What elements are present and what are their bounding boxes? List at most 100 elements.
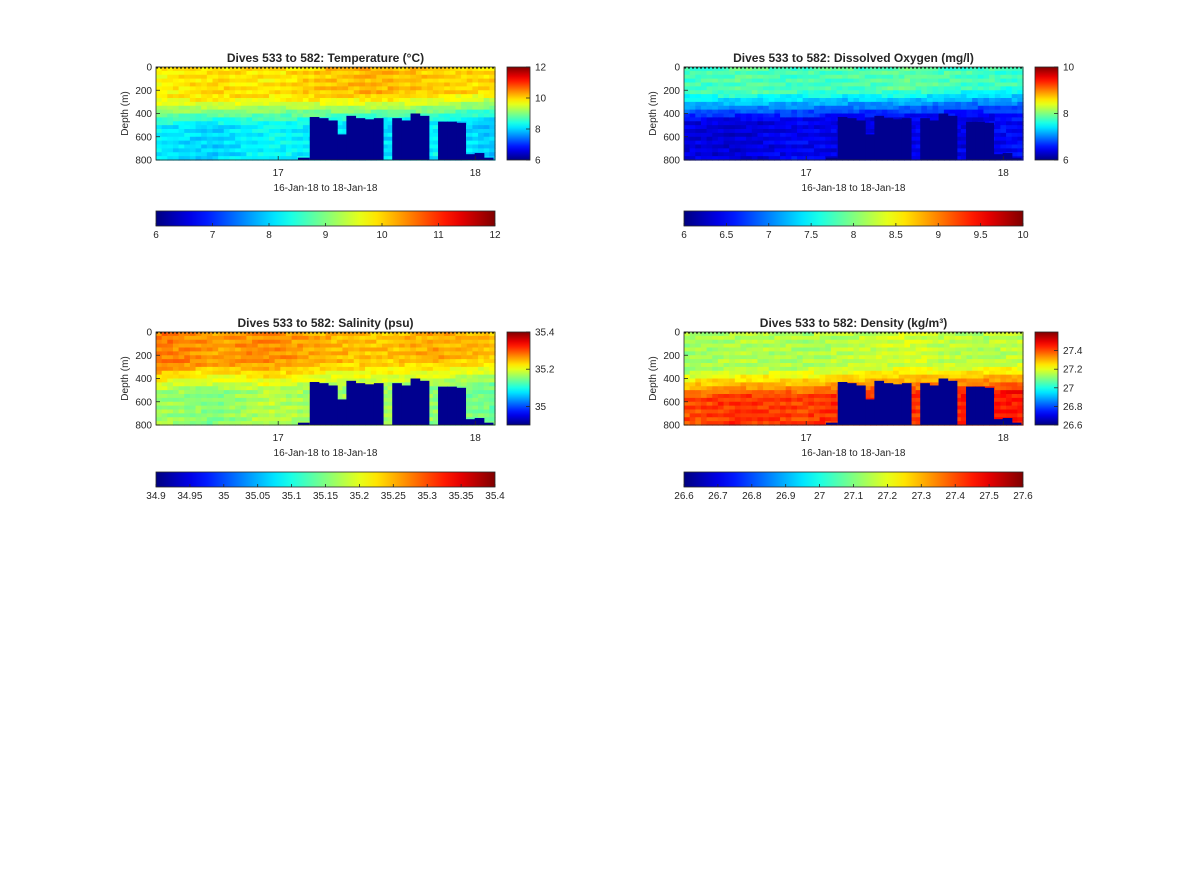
heatmap-cell <box>785 156 792 161</box>
heatmap-cell <box>706 74 713 80</box>
heatmap-cell <box>808 90 815 95</box>
heatmap-cell <box>263 78 270 84</box>
heatmap-cell <box>1011 117 1018 122</box>
heatmap-cell <box>297 90 304 95</box>
heatmap-cell <box>342 78 349 84</box>
heatmap-cell <box>370 94 377 99</box>
heatmap-cell <box>785 405 792 411</box>
heatmap-cell <box>370 90 377 95</box>
heatmap-cell <box>353 109 360 115</box>
heatmap-cell <box>768 394 775 399</box>
heatmap-cell <box>1006 74 1013 80</box>
heatmap-cell <box>184 156 191 161</box>
heatmap-cell <box>695 82 702 87</box>
heatmap-cell <box>325 355 332 360</box>
chart-title: Dives 533 to 582: Temperature (°C) <box>227 51 424 65</box>
heatmap-cell <box>319 351 327 356</box>
heatmap-cell <box>246 401 253 407</box>
heatmap-cell <box>444 105 451 111</box>
heatmap-cell <box>342 370 349 376</box>
heatmap-cell <box>223 109 231 115</box>
heatmap-cell <box>893 109 900 115</box>
heatmap-cell <box>285 109 293 115</box>
heatmap-cell <box>734 105 742 111</box>
heatmap-cell <box>1017 121 1024 126</box>
heatmap-cell <box>201 339 208 345</box>
heatmap-cell <box>461 363 468 368</box>
heatmap-cell <box>291 386 298 391</box>
heatmap-cell <box>223 374 231 380</box>
heatmap-cell <box>1017 152 1024 157</box>
heatmap-cell <box>353 67 360 72</box>
heatmap-cell <box>365 332 372 337</box>
heatmap-cell <box>206 335 214 341</box>
heatmap-cell <box>257 359 264 364</box>
heatmap-cell <box>966 70 973 76</box>
heatmap-cell <box>172 405 180 411</box>
heatmap-cell <box>427 397 434 403</box>
heatmap-cell <box>489 101 496 107</box>
heatmap-cell <box>926 74 934 80</box>
heatmap-cell <box>285 121 293 126</box>
heatmap-cell <box>167 113 174 118</box>
heatmap-cell <box>161 347 168 352</box>
heatmap-cell <box>734 144 742 149</box>
heatmap-cell <box>263 86 270 91</box>
heatmap-cell <box>780 421 787 426</box>
heatmap-cell <box>178 370 185 376</box>
heatmap-cell <box>319 74 327 80</box>
heatmap-cell <box>212 386 219 391</box>
heatmap-cell <box>830 132 838 138</box>
heatmap-cell <box>757 132 764 138</box>
heatmap-cell <box>700 105 708 111</box>
heatmap-cell <box>734 70 742 76</box>
heatmap-cell <box>229 121 236 126</box>
heatmap-cell <box>774 105 781 111</box>
heatmap-cell <box>489 109 496 115</box>
heatmap-cell <box>746 140 753 146</box>
heatmap-cell <box>700 140 708 146</box>
heatmap-cell <box>172 86 180 91</box>
heatmap-cell <box>774 82 781 87</box>
heatmap-cell <box>325 351 332 356</box>
heatmap-cell <box>184 382 191 387</box>
heatmap-cell <box>263 144 270 149</box>
heatmap-cell <box>898 105 905 111</box>
heatmap-cell <box>382 417 389 422</box>
heatmap-cell <box>325 113 332 118</box>
heatmap-cell <box>483 125 490 130</box>
heatmap-cell <box>376 94 383 99</box>
heatmap-cell <box>297 105 304 111</box>
heatmap-cell <box>167 140 174 146</box>
heatmap-cell <box>432 125 440 130</box>
heatmap-cell <box>387 148 394 153</box>
heatmap-cell <box>280 405 287 411</box>
heatmap-cell <box>723 386 730 391</box>
heatmap-cell <box>376 90 383 95</box>
heatmap-cell <box>757 401 764 407</box>
heatmap-cell <box>819 86 826 91</box>
heatmap-cell <box>700 70 708 76</box>
heatmap-cell <box>689 382 696 387</box>
heatmap-cell <box>240 144 247 149</box>
y-tick-label: 200 <box>663 86 680 97</box>
heatmap-cell <box>382 67 389 72</box>
heatmap-cell <box>308 363 315 368</box>
heatmap-cell <box>212 397 219 403</box>
heatmap-cell <box>740 339 747 345</box>
heatmap-cell <box>314 378 321 383</box>
heatmap-cell <box>740 355 747 360</box>
heatmap-cell <box>813 94 821 99</box>
heatmap-cell <box>994 121 1001 126</box>
heatmap-cell <box>167 335 174 341</box>
heatmap-cell <box>734 109 742 115</box>
heatmap-cell <box>263 397 270 403</box>
heatmap-cell <box>729 386 736 391</box>
heatmap-cell <box>218 421 225 426</box>
heatmap-cell <box>353 359 360 364</box>
heatmap-cell <box>398 94 406 99</box>
heatmap-cell <box>483 413 490 418</box>
heatmap-cell <box>757 148 764 153</box>
heatmap-cell <box>223 359 231 364</box>
heatmap-cell <box>172 413 180 418</box>
